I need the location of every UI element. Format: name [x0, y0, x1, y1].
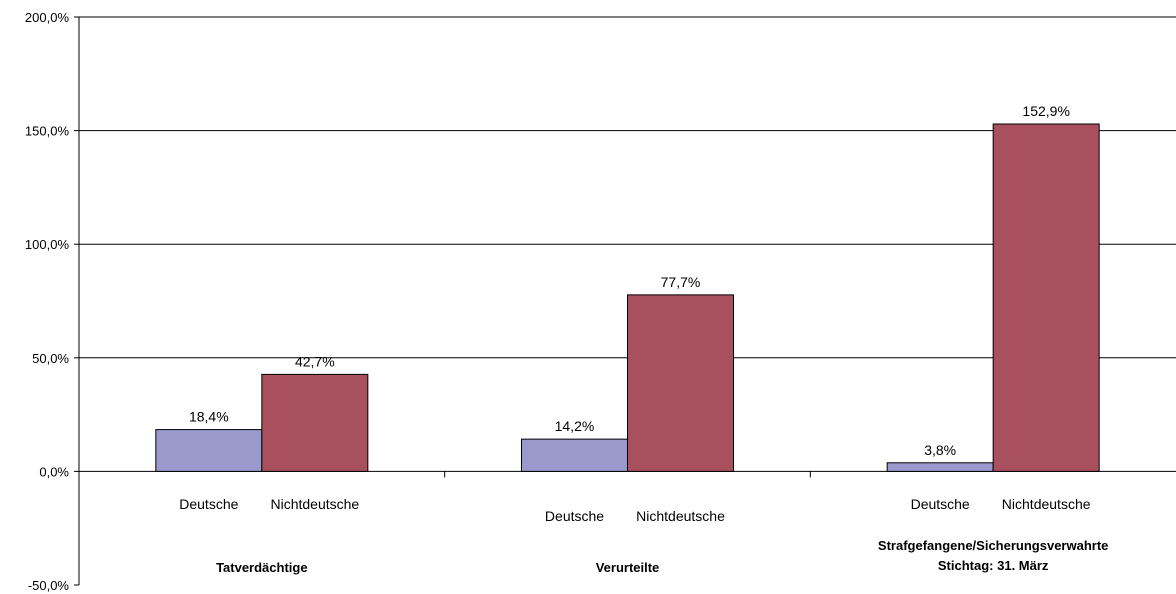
y-tick-label: 150,0% [25, 124, 70, 139]
data-label: 3,8% [924, 442, 956, 458]
series-label: Nichtdeutsche [270, 496, 359, 512]
category-label: Tatverdächtige [216, 560, 308, 575]
data-label: 14,2% [555, 418, 595, 434]
y-tick-label: 50,0% [32, 351, 69, 366]
data-label: 42,7% [295, 353, 335, 369]
series-label: Deutsche [545, 508, 604, 524]
category-label: Stichtag: 31. März [938, 558, 1049, 573]
y-tick-label: 0,0% [39, 464, 69, 479]
series-label: Nichtdeutsche [636, 508, 725, 524]
y-tick-label: 100,0% [25, 237, 70, 252]
series-label: Deutsche [179, 496, 238, 512]
series-label: Nichtdeutsche [1002, 496, 1091, 512]
series-label: Deutsche [911, 496, 970, 512]
data-label: 77,7% [661, 274, 701, 290]
y-tick-label: 200,0% [25, 10, 70, 25]
bar-deutsche [886, 462, 994, 472]
bar-nichtdeutsche [992, 123, 1100, 472]
category-label: Strafgefangene/Sicherungsverwahrte [878, 538, 1108, 553]
y-tick-label: -50,0% [28, 578, 70, 593]
data-label: 152,9% [1022, 103, 1069, 119]
category-label: Verurteilte [596, 560, 660, 575]
data-label: 18,4% [189, 409, 229, 425]
bar-nichtdeutsche [261, 373, 369, 472]
bar-deutsche [155, 429, 263, 472]
bar-deutsche [521, 438, 628, 472]
bar-nichtdeutsche [627, 294, 734, 472]
